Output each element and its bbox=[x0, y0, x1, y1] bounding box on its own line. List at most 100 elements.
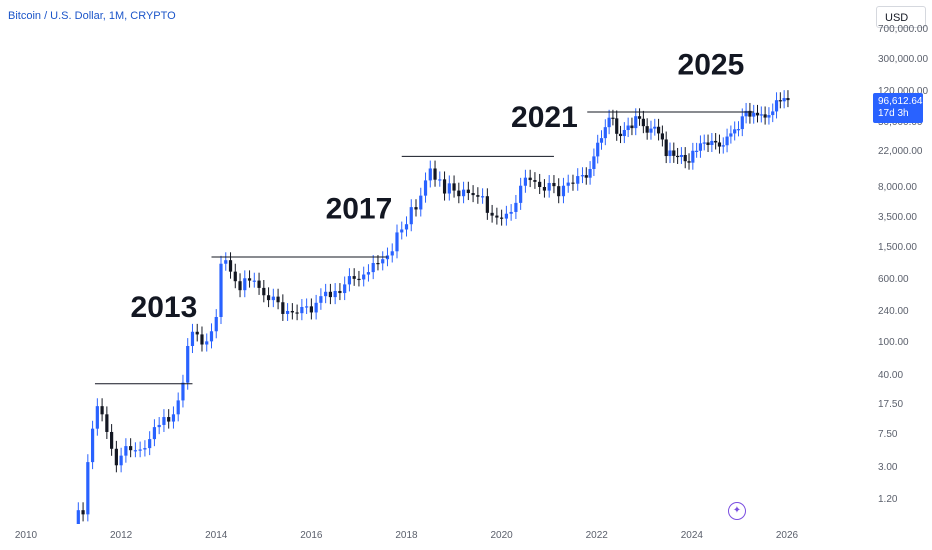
candle bbox=[186, 345, 190, 383]
candle bbox=[362, 274, 366, 280]
candle bbox=[599, 138, 604, 143]
candle bbox=[710, 140, 714, 145]
candle bbox=[774, 100, 779, 112]
candle bbox=[641, 118, 645, 127]
candle bbox=[500, 217, 504, 219]
candle bbox=[626, 125, 630, 131]
time-tick-label: 2016 bbox=[300, 530, 323, 541]
price-tick-label: 300,000.00 bbox=[878, 53, 929, 65]
time-tick-label: 2026 bbox=[775, 530, 799, 541]
candle bbox=[119, 455, 123, 466]
time-tick-label: 2020 bbox=[490, 530, 513, 541]
candle bbox=[428, 168, 432, 181]
candle bbox=[133, 450, 137, 452]
candle bbox=[603, 127, 607, 139]
candle bbox=[214, 316, 218, 332]
candle bbox=[447, 183, 451, 194]
candle bbox=[495, 215, 499, 218]
candle bbox=[343, 284, 347, 294]
candle bbox=[660, 133, 664, 140]
candle bbox=[266, 295, 271, 301]
candle bbox=[782, 98, 786, 102]
time-tick-label: 2014 bbox=[205, 530, 228, 541]
candle bbox=[721, 145, 725, 147]
candle bbox=[736, 129, 741, 131]
bar-countdown: 17d 3h bbox=[878, 108, 909, 119]
price-axis[interactable]: 700,000.00300,000.00120,000.0050,000.002… bbox=[860, 0, 932, 530]
candle bbox=[637, 116, 642, 119]
candle bbox=[778, 100, 782, 102]
candle bbox=[786, 98, 790, 101]
candle bbox=[100, 406, 104, 415]
candle bbox=[419, 195, 423, 210]
candle bbox=[328, 291, 332, 298]
candle bbox=[205, 341, 209, 345]
time-tick-label: 2024 bbox=[680, 530, 703, 541]
candle bbox=[224, 260, 228, 264]
candle bbox=[740, 116, 744, 130]
time-axis[interactable]: 2010 2012 2014 2016 2018 2020 2022 2024 2026 bbox=[0, 524, 860, 550]
candle bbox=[691, 150, 695, 163]
candle bbox=[547, 182, 551, 191]
candle bbox=[247, 278, 252, 281]
price-tick-label: 120,000.00 bbox=[878, 86, 929, 98]
candle bbox=[395, 232, 399, 252]
candle bbox=[668, 150, 672, 157]
candle bbox=[162, 417, 166, 425]
candle bbox=[588, 168, 592, 178]
candle bbox=[81, 510, 85, 515]
candle bbox=[171, 414, 176, 422]
candle bbox=[466, 189, 470, 194]
candle bbox=[561, 185, 566, 197]
candle bbox=[528, 177, 532, 181]
candle bbox=[622, 130, 626, 137]
candle bbox=[592, 156, 596, 169]
candle bbox=[576, 176, 580, 184]
candle bbox=[519, 185, 523, 203]
year-annotation: 2013 bbox=[131, 291, 198, 324]
candle bbox=[252, 280, 256, 282]
candle bbox=[607, 117, 611, 128]
candle bbox=[571, 182, 575, 184]
candle bbox=[338, 290, 342, 294]
candle bbox=[509, 211, 513, 214]
candle bbox=[228, 260, 233, 272]
candle bbox=[324, 291, 328, 297]
candle bbox=[333, 290, 337, 298]
candle bbox=[542, 186, 547, 191]
candle bbox=[533, 180, 537, 182]
candle bbox=[105, 414, 109, 432]
candle bbox=[523, 177, 528, 186]
price-tick-label: 240.00 bbox=[878, 306, 909, 318]
candle bbox=[763, 114, 767, 118]
candle bbox=[557, 186, 561, 197]
candle bbox=[471, 193, 475, 196]
tradingview-icon[interactable]: ✦ bbox=[728, 502, 746, 520]
price-chart[interactable]: 2013 2017 2021 2025 bbox=[0, 0, 860, 524]
candle bbox=[381, 259, 385, 264]
candle bbox=[630, 125, 634, 129]
candle bbox=[653, 126, 657, 129]
candle bbox=[243, 278, 247, 291]
candle bbox=[314, 302, 318, 313]
candle bbox=[649, 128, 653, 133]
resistance-lines bbox=[94, 111, 754, 385]
candle bbox=[347, 276, 352, 285]
candle bbox=[352, 276, 356, 279]
candle bbox=[285, 310, 290, 314]
candle bbox=[687, 161, 691, 163]
candle bbox=[767, 115, 771, 118]
candle bbox=[290, 310, 294, 313]
currency-selector[interactable]: USD bbox=[876, 6, 926, 28]
year-annotation: 2021 bbox=[511, 101, 578, 134]
price-tick-label: 17.50 bbox=[878, 399, 904, 411]
candle bbox=[755, 112, 760, 116]
price-tick-label: 7.50 bbox=[878, 429, 898, 441]
candle bbox=[200, 334, 204, 345]
price-tick-label: 600.00 bbox=[878, 273, 909, 285]
candle bbox=[490, 212, 494, 216]
candle bbox=[76, 510, 80, 524]
candle bbox=[300, 306, 304, 314]
candle bbox=[476, 195, 480, 197]
time-tick-label: 2018 bbox=[395, 530, 418, 541]
